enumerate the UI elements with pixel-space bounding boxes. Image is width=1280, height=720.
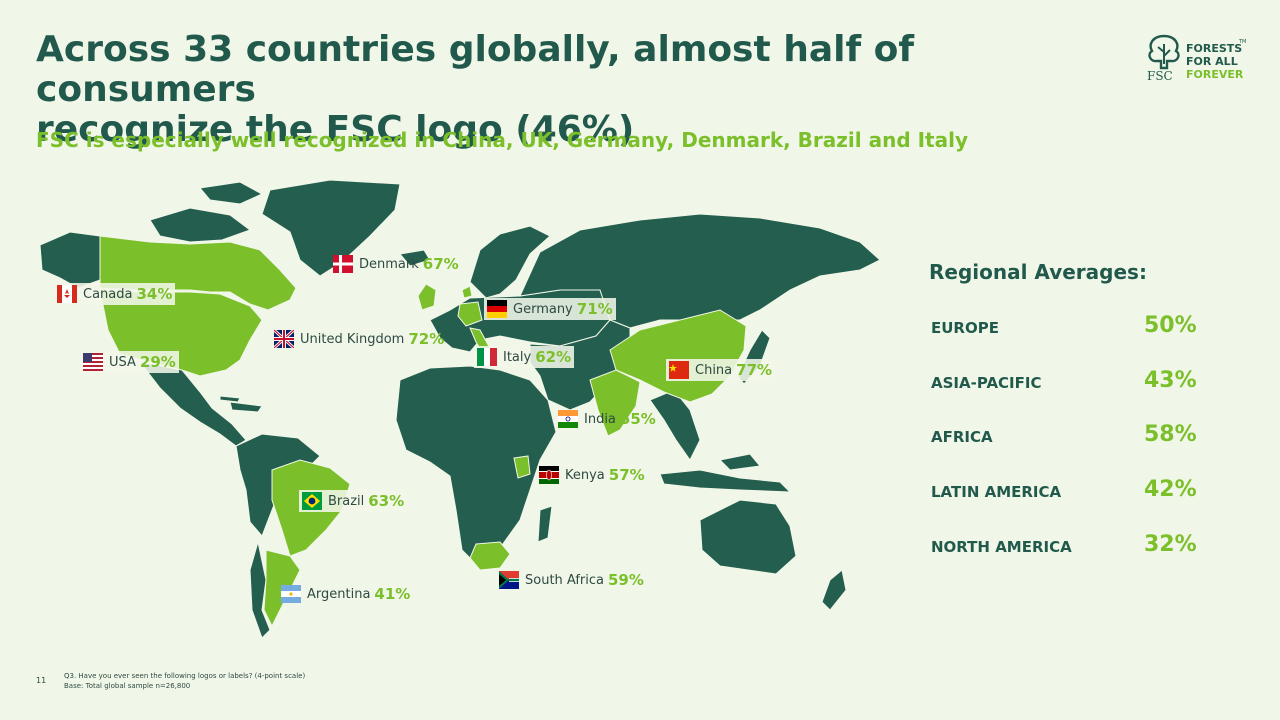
trademark-mark: TM	[1239, 39, 1247, 45]
region-row-europe: EUROPE 50%	[931, 313, 1201, 343]
region-value: 32%	[1144, 532, 1197, 557]
map-arctic-canada	[149, 207, 252, 243]
region-row-asia-pacific: ASIA-PACIFIC 43%	[931, 368, 1201, 398]
label-south-africa: South Africa 59%	[496, 569, 647, 591]
footnote: Q3. Have you ever seen the following log…	[64, 671, 305, 691]
slide-title-line-2: recognize the FSC logo (46%)	[36, 109, 635, 150]
label-canada: Canada 34%	[54, 283, 176, 305]
label-kenya: Kenya 57%	[536, 464, 648, 486]
country-value: 59%	[608, 571, 644, 589]
map-kenya	[513, 455, 531, 479]
region-value: 50%	[1144, 313, 1197, 338]
fsc-tree-icon	[1148, 34, 1180, 70]
label-italy: Italy 62%	[474, 346, 575, 368]
argentina-flag-icon	[281, 585, 301, 603]
region-value: 58%	[1144, 422, 1197, 447]
map-alaska	[39, 231, 101, 289]
region-name: ASIA-PACIFIC	[931, 374, 1042, 392]
south-africa-flag-icon	[499, 571, 519, 589]
fsc-logo: FSC FORESTS FOR ALL FOREVER TM	[1142, 34, 1252, 86]
brazil-flag-icon	[302, 492, 322, 510]
country-name: China	[695, 362, 733, 378]
label-usa: USA 29%	[80, 351, 179, 373]
region-value: 43%	[1144, 368, 1197, 393]
country-name: India	[584, 411, 616, 427]
kenya-flag-icon	[539, 466, 559, 484]
country-value: 71%	[576, 300, 613, 318]
region-name: NORTH AMERICA	[931, 538, 1072, 556]
country-value: 63%	[368, 492, 405, 510]
label-china: China 77%	[666, 359, 776, 381]
denmark-flag-icon	[333, 255, 353, 273]
country-value: 77%	[736, 361, 773, 379]
footnote-base: Base: Total global sample n=26,800	[64, 682, 191, 690]
india-flag-icon	[558, 410, 578, 428]
map-mexico	[138, 361, 247, 447]
region-name: AFRICA	[931, 428, 993, 446]
region-row-north-america: NORTH AMERICA 32%	[931, 532, 1201, 562]
map-india	[589, 369, 641, 437]
footnote-question: Q3. Have you ever seen the following log…	[64, 672, 306, 680]
logo-word-for-all: FOR ALL	[1186, 55, 1238, 68]
map-scandinavia	[469, 225, 551, 299]
label-united-kingdom: United Kingdom 72%	[271, 328, 447, 350]
country-name: Canada	[83, 286, 133, 302]
country-value: 72%	[408, 330, 445, 348]
map-uk	[417, 283, 437, 311]
map-indonesia	[659, 469, 792, 493]
region-name: EUROPE	[931, 319, 999, 337]
region-value: 42%	[1144, 477, 1197, 502]
country-name: Germany	[513, 301, 573, 317]
region-row-africa: AFRICA 58%	[931, 422, 1201, 452]
country-value: 34%	[136, 285, 173, 303]
fsc-brand-text: FSC	[1147, 69, 1173, 83]
country-name: Kenya	[565, 467, 605, 483]
label-denmark: Denmark 67%	[330, 253, 462, 275]
country-name: South Africa	[525, 572, 604, 588]
country-name: Italy	[503, 349, 532, 365]
label-germany: Germany 71%	[484, 298, 616, 320]
country-name: United Kingdom	[300, 331, 405, 347]
regional-averages-title: Regional Averages:	[929, 260, 1147, 284]
map-south-africa	[469, 541, 511, 571]
country-name: Denmark	[359, 256, 419, 272]
country-name: Argentina	[307, 586, 371, 602]
country-name: Brazil	[328, 493, 365, 509]
canada-flag-icon	[57, 285, 77, 303]
usa-flag-icon	[83, 353, 103, 371]
map-germany	[457, 301, 483, 327]
page-number: 11	[36, 676, 47, 685]
country-value: 41%	[374, 585, 411, 603]
slide-subtitle: FSC is especially well recognized in Chi…	[36, 128, 969, 152]
map-africa	[395, 365, 557, 567]
slide-title-line-1: Across 33 countries globally, almost hal…	[36, 29, 915, 110]
italy-flag-icon	[477, 348, 497, 366]
region-name: LATIN AMERICA	[931, 483, 1062, 501]
label-india: India 55%	[555, 408, 659, 430]
logo-word-forever: FOREVER	[1186, 68, 1244, 81]
label-brazil: Brazil 63%	[299, 490, 408, 512]
map-madagascar	[537, 505, 553, 543]
logo-word-forests: FORESTS	[1186, 42, 1243, 55]
map-denmark	[461, 285, 473, 299]
label-argentina: Argentina 41%	[278, 583, 413, 605]
country-value: 29%	[139, 353, 176, 371]
country-value: 55%	[619, 410, 656, 428]
country-value: 67%	[422, 255, 459, 273]
uk-flag-icon	[274, 330, 294, 348]
country-name: USA	[109, 354, 136, 370]
region-row-latin-america: LATIN AMERICA 42%	[931, 477, 1201, 507]
slide-title: Across 33 countries globally, almost hal…	[36, 30, 1096, 150]
country-value: 62%	[535, 348, 572, 366]
country-value: 57%	[608, 466, 645, 484]
china-flag-icon	[669, 361, 689, 379]
world-map	[39, 179, 881, 639]
map-australia	[699, 499, 797, 575]
germany-flag-icon	[487, 300, 507, 318]
